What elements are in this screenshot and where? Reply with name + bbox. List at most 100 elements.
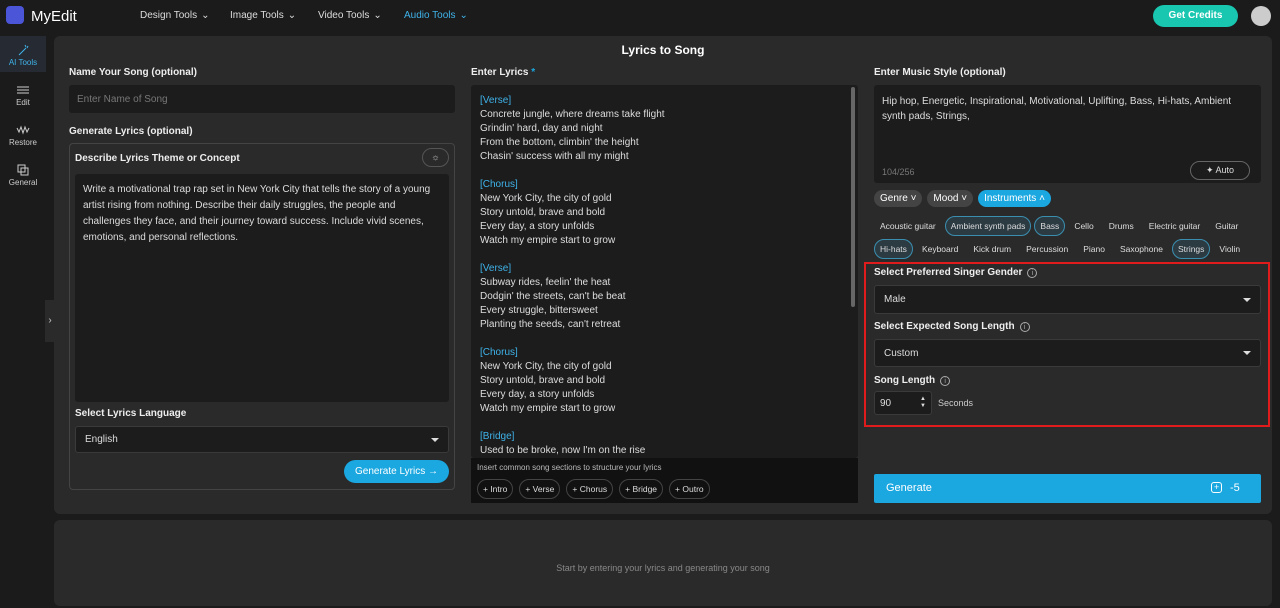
avatar[interactable] (1251, 6, 1271, 26)
instrument-tag[interactable]: Ambient synth pads (944, 215, 1032, 236)
tag-row: Acoustic guitar Ambient synth pads Bass Cel… (874, 214, 1249, 237)
lyric-line: Dodgin' the streets, can't be beat (480, 291, 626, 302)
generate-lyrics-button[interactable]: Generate Lyrics → (344, 460, 449, 483)
field-label: Select Expected Song Length i (874, 321, 1030, 332)
instrument-tag[interactable]: Cello (1074, 220, 1094, 231)
lyric-line: New York City, the city of gold (480, 361, 612, 372)
instrument-tag[interactable]: Percussion (1026, 243, 1069, 254)
section-chip[interactable]: + Intro (477, 479, 514, 499)
lyrics-section: [Chorus] New York City, the city of gold S… (480, 178, 849, 248)
lyric-line: Watch my empire start to grow (480, 403, 616, 414)
lyrics-textarea[interactable]: [Verse] Concrete jungle, where dreams tak… (471, 85, 858, 458)
instrument-tag[interactable]: Saxophone (1119, 243, 1163, 254)
lyric-line: Concrete jungle, where dreams take fligh… (480, 109, 665, 120)
lyric-line: Story untold, brave and bold (480, 207, 606, 218)
field-label: Song Length i (874, 375, 951, 386)
instrument-tag[interactable]: Piano (1083, 243, 1105, 254)
inspire-button[interactable]: ☼ (422, 148, 449, 167)
get-credits-button[interactable]: Get Credits (1153, 5, 1238, 27)
lyric-line: Used to be broke, now I'm on the rise (480, 445, 646, 456)
field-label: Select Lyrics Language (75, 408, 187, 419)
instrument-tag[interactable]: Violin (1219, 243, 1241, 254)
counter: 104/256 (882, 167, 915, 177)
instrument-tag[interactable]: Guitar (1215, 220, 1239, 231)
sidebar-active-bg (0, 36, 46, 72)
instrument-tag[interactable]: Drums (1108, 220, 1134, 231)
field-label: Describe Lyrics Theme or Concept (75, 153, 240, 164)
section-tag: [Chorus] (480, 347, 518, 358)
style-tab[interactable]: Mood ˅ (927, 190, 974, 207)
nav-item[interactable]: Audio Tools ⌄ (404, 10, 468, 21)
instrument-tag[interactable]: Kick drum (973, 243, 1012, 254)
scrollbar[interactable] (851, 87, 855, 307)
length-select[interactable]: Custom (874, 339, 1261, 367)
lyric-line: Watch my empire start to grow (480, 235, 616, 246)
field-label: Enter Music Style (optional) (874, 67, 1006, 78)
nav-item[interactable]: Video Tools ⌄ (318, 10, 382, 21)
lyric-line: Every day, a story unfolds (480, 389, 595, 400)
lyric-line: Grindin' hard, day and night (480, 123, 603, 134)
sidebar-item[interactable]: Edit (0, 84, 46, 107)
lyric-line: Chasin' success with all my might (480, 151, 629, 162)
instrument-tags: Acoustic guitar Ambient synth pads Bass Cel… (874, 214, 1249, 260)
field-label: Generate Lyrics (optional) (69, 126, 193, 137)
theme-textarea[interactable]: Write a motivational trap rap set in New… (75, 174, 449, 402)
result-panel (54, 520, 1272, 606)
tab-label: Mood (933, 193, 959, 204)
song-length-input[interactable]: 90 ▲ ▼ (874, 391, 932, 415)
icon (17, 86, 29, 94)
lyrics-section: [Chorus] New York City, the city of gold S… (480, 346, 849, 416)
chips: + Intro + Verse + Chorus + Bridge + Outro (477, 479, 716, 499)
instrument-tag[interactable]: Acoustic guitar (880, 220, 936, 231)
logo-text[interactable]: MyEdit (31, 8, 77, 25)
lyric-line: Planting the seeds, can't retreat (480, 319, 621, 330)
lyric-line: Every struggle, bittersweet (480, 305, 598, 316)
lyric-line: New York City, the city of gold (480, 193, 612, 204)
instrument-tag[interactable]: Strings (1171, 238, 1211, 259)
section-tag: [Chorus] (480, 179, 518, 190)
tab-label: Instruments (984, 193, 1037, 204)
instrument-tag[interactable]: Hi-hats (874, 238, 913, 259)
language-select[interactable]: English (75, 426, 449, 453)
page-title: Lyrics to Song (621, 43, 705, 57)
tab-label: Genre (880, 193, 908, 204)
style-tab[interactable]: Genre ˅ (874, 190, 923, 207)
sidebar-item[interactable]: AI Tools (0, 44, 46, 67)
nav-item[interactable]: Design Tools ⌄ (140, 10, 210, 21)
highlight-box (864, 262, 1270, 427)
auto-button[interactable]: ✦ Auto (1190, 161, 1250, 180)
collapse-toggle[interactable]: › (45, 300, 55, 342)
lyrics-section: [Bridge] Used to be broke, now I'm on the… (480, 430, 849, 458)
section-chip[interactable]: + Verse (519, 479, 561, 499)
song-name-input[interactable]: Enter Name of Song (69, 85, 455, 113)
empty-state: Start by entering your lyrics and genera… (556, 563, 770, 573)
lyric-line: Every day, a story unfolds (480, 221, 595, 232)
generate-button[interactable]: Generate + -5 (874, 474, 1261, 503)
instrument-tag[interactable]: Keyboard (921, 243, 959, 254)
hint: Insert common song sections to structure… (477, 463, 662, 472)
lyrics-section: [Verse] Concrete jungle, where dreams tak… (480, 94, 849, 164)
section-tag: [Verse] (480, 263, 512, 274)
nav-item[interactable]: Image Tools ⌄ (230, 10, 297, 21)
style-tabs: Genre ˅ Mood ˅ Instruments ˄ (874, 190, 1051, 207)
icon (18, 44, 29, 56)
singer-select[interactable]: Male (874, 285, 1261, 314)
instrument-tag[interactable]: Bass (1034, 215, 1066, 236)
lyrics-toolbar (471, 458, 858, 503)
section-chip[interactable]: + Chorus (566, 479, 614, 499)
icon (16, 125, 30, 135)
unit: Seconds (938, 398, 974, 408)
section-chip[interactable]: + Bridge (619, 479, 664, 499)
sidebar: AI Tools Edit Restore General (0, 32, 46, 608)
icon (17, 164, 29, 176)
style-tab[interactable]: Instruments ˄ (978, 190, 1051, 207)
field-label: Enter Lyrics * (471, 67, 536, 78)
section-chip[interactable]: + Outro (669, 479, 710, 499)
sidebar-item[interactable]: General (0, 164, 46, 187)
sidebar-item[interactable]: Restore (0, 124, 46, 147)
field-label: Name Your Song (optional) (69, 67, 197, 78)
instrument-tag[interactable]: Electric guitar (1148, 220, 1201, 231)
lyrics-generator-box (69, 143, 455, 490)
lyric-line: Story untold, brave and bold (480, 375, 606, 386)
